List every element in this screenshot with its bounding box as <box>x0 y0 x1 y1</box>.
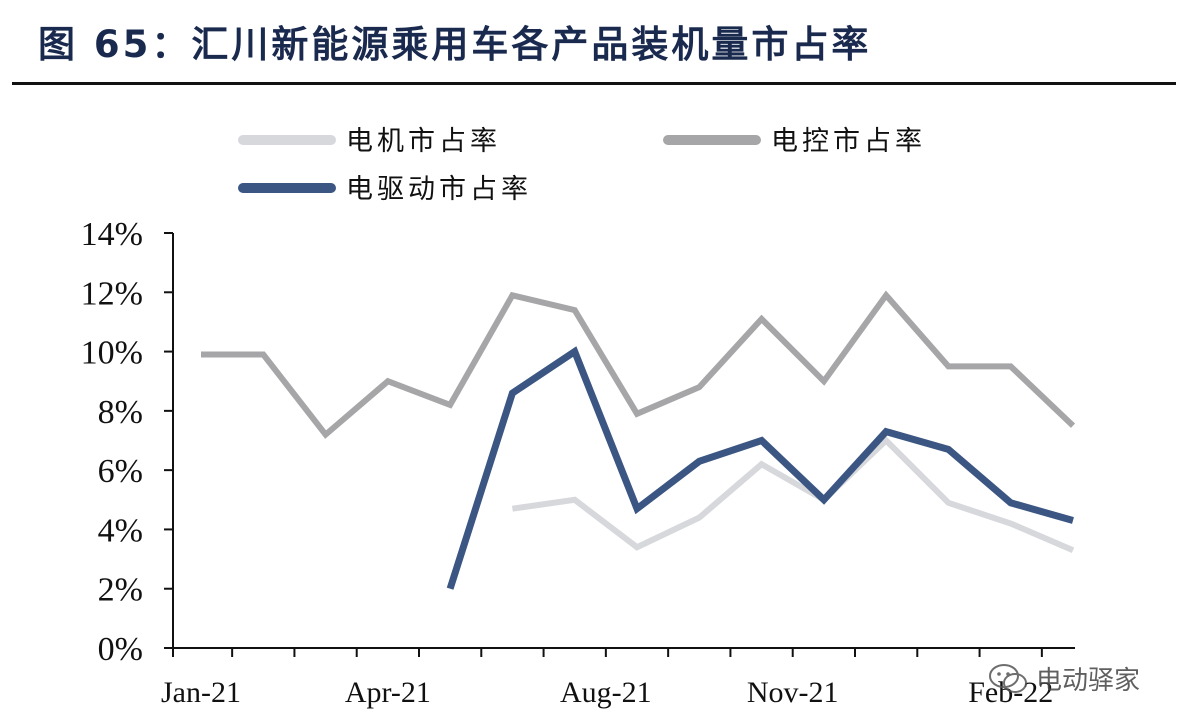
wechat-icon <box>989 663 1027 693</box>
watermark-text: 电动驿家 <box>1036 666 1141 696</box>
y-tick-label: 10% <box>81 335 143 372</box>
legend-label: 电机市占率 <box>346 126 501 157</box>
x-tick-label: Feb-22 <box>968 676 1053 709</box>
y-tick-label: 2% <box>98 572 143 609</box>
y-tick-label: 14% <box>81 216 143 253</box>
figure-title: 图 65：汇川新能源乘用车各产品装机量市占率 <box>38 23 872 66</box>
x-tick-label: Aug-21 <box>560 676 652 709</box>
series-line <box>201 290 1076 439</box>
y-tick-label: 0% <box>98 631 143 668</box>
y-tick-label: 6% <box>98 453 143 490</box>
x-tick-label: Nov-21 <box>747 676 839 709</box>
y-tick-label: 8% <box>98 394 143 431</box>
legend-label: 电控市占率 <box>771 126 926 157</box>
y-tick-label: 4% <box>98 512 143 549</box>
series-layer <box>201 290 1076 590</box>
x-tick-label: Apr-21 <box>345 676 431 709</box>
title-divider <box>12 82 1176 85</box>
legend-label: 电驱动市占率 <box>346 174 532 205</box>
series-line <box>511 436 1075 553</box>
x-tick-label: Jan-21 <box>161 676 241 709</box>
series-line <box>446 346 1074 590</box>
watermark: 电动驿家 <box>988 660 1140 697</box>
axes: 0% 2% 4% 6% 8% 10% 12% 14% Jan-21 Apr-21 Aug-21 Nov… <box>81 216 1075 709</box>
y-tick-label: 12% <box>81 275 143 312</box>
